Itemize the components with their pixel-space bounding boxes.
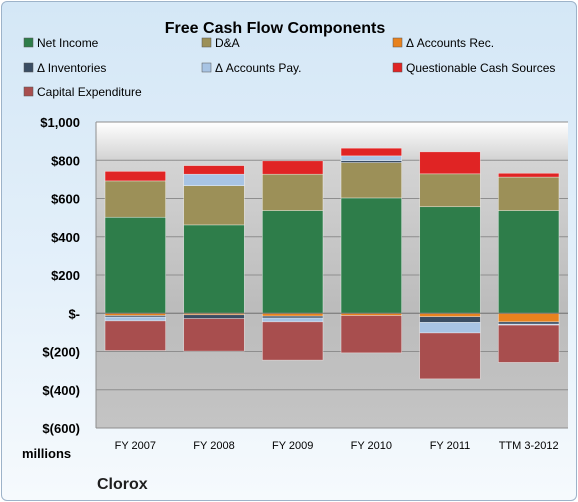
legend-swatch [23, 37, 34, 48]
y-tick-label: $200 [51, 268, 80, 283]
x-tick-label: FY 2009 [272, 440, 313, 452]
y-tick-label: $400 [51, 230, 80, 245]
bar-segment [104, 316, 166, 322]
legend-swatch [23, 62, 34, 73]
legend-swatch [392, 37, 403, 48]
y-tick-label: $(600) [42, 421, 80, 436]
bar-segment [498, 312, 560, 323]
bar-segment [419, 151, 481, 175]
legend-swatch [392, 62, 403, 73]
bar-segment [183, 185, 245, 226]
legend-label: Δ Accounts Rec. [406, 36, 494, 50]
bar-segment [498, 324, 560, 363]
legend-label: Questionable Cash Sources [406, 61, 555, 75]
y-tick-label: $- [68, 306, 80, 321]
y-tick-label: $600 [51, 192, 80, 207]
y-axis: $1,000 $800 $600 $400 $200 $- $(200) $(400) $(60… [40, 115, 97, 436]
y-tick-label: $(400) [42, 383, 80, 398]
bar-segment [104, 171, 166, 182]
bar-segment [104, 180, 166, 218]
bar-segment [183, 173, 245, 186]
legend-label: Δ Inventories [37, 61, 106, 75]
legend-label: Net Income [37, 36, 99, 50]
bar-segment [498, 176, 560, 211]
bar-segment [183, 318, 245, 352]
bar-segment [340, 197, 402, 314]
x-tick-label: FY 2011 [430, 440, 471, 452]
bar-segment [262, 173, 324, 211]
x-tick-label: FY 2008 [193, 440, 234, 452]
x-tick-label: FY 2010 [351, 440, 392, 452]
bars [104, 147, 560, 380]
bar-segment [340, 162, 402, 199]
bar-segment [340, 155, 402, 161]
legend-swatch [201, 37, 212, 48]
bar-segment [183, 165, 245, 175]
bar-segment [104, 320, 166, 351]
bar-segment [262, 321, 324, 361]
bar-segment [498, 172, 560, 178]
x-tick-label: FY 2007 [115, 440, 156, 452]
chart-title: Free Cash Flow Components [165, 20, 386, 37]
bar-segment [419, 322, 481, 334]
bar-segment [419, 206, 481, 314]
bar-segment [419, 312, 481, 317]
bar-segment [498, 321, 560, 325]
y-tick-label: $800 [51, 153, 80, 168]
bar-segment [183, 224, 245, 314]
legend-label: D&A [215, 36, 240, 50]
bar-segment [183, 314, 245, 319]
bar-segment [262, 210, 324, 314]
unit-label: millions [22, 446, 71, 461]
y-tick-label: $1,000 [40, 115, 80, 130]
legend-swatch [23, 86, 34, 97]
bar-segment [262, 317, 324, 323]
bar-segment [419, 332, 481, 380]
legend-label: Capital Expenditure [37, 85, 142, 99]
bar-segment [262, 160, 324, 175]
bar-segment [498, 210, 560, 314]
bar-segment [340, 147, 402, 157]
bar-segment [419, 316, 481, 323]
company-name: Clorox [97, 476, 148, 493]
y-tick-label: $(200) [42, 345, 80, 360]
legend-swatch [201, 62, 212, 73]
bar-segment [419, 173, 481, 208]
bar-segment [104, 216, 166, 314]
bar-segment [340, 315, 402, 354]
x-tick-label: TTM 3-2012 [499, 440, 559, 452]
x-axis: FY 2007 FY 2008 FY 2009 FY 2010 FY 2011 TTM 3… [96, 312, 568, 452]
legend: Net Income D&A Δ Accounts Rec. Δ Inventorie… [23, 36, 555, 99]
legend-label: Δ Accounts Pay. [215, 61, 302, 75]
